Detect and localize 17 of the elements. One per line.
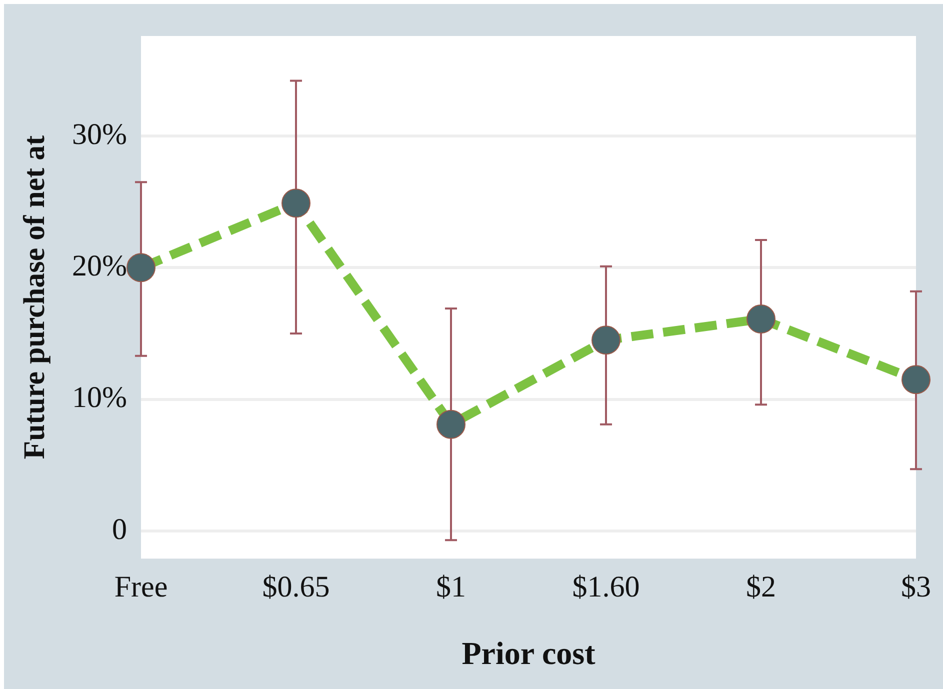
point: [591, 326, 620, 355]
x-tick-label: $2: [746, 570, 776, 604]
y-tick-label: 0: [112, 512, 127, 546]
y-axis-title: Future purchase of net at: [18, 135, 51, 460]
y-tick-label: 20%: [72, 250, 127, 283]
y-tick-label: 10%: [72, 381, 127, 414]
x-tick-label: $1: [436, 570, 466, 604]
x-tick-label: $0.65: [262, 570, 330, 604]
point: [746, 304, 776, 334]
x-tick-label: Free: [114, 570, 168, 604]
point: [902, 365, 930, 394]
y-tick-label: 30%: [72, 118, 127, 151]
x-tick-label: $3: [901, 570, 931, 604]
point: [281, 188, 310, 218]
x-axis-title: Prior cost: [462, 635, 596, 672]
x-tick-label: $1.60: [572, 570, 640, 604]
point: [436, 410, 466, 439]
